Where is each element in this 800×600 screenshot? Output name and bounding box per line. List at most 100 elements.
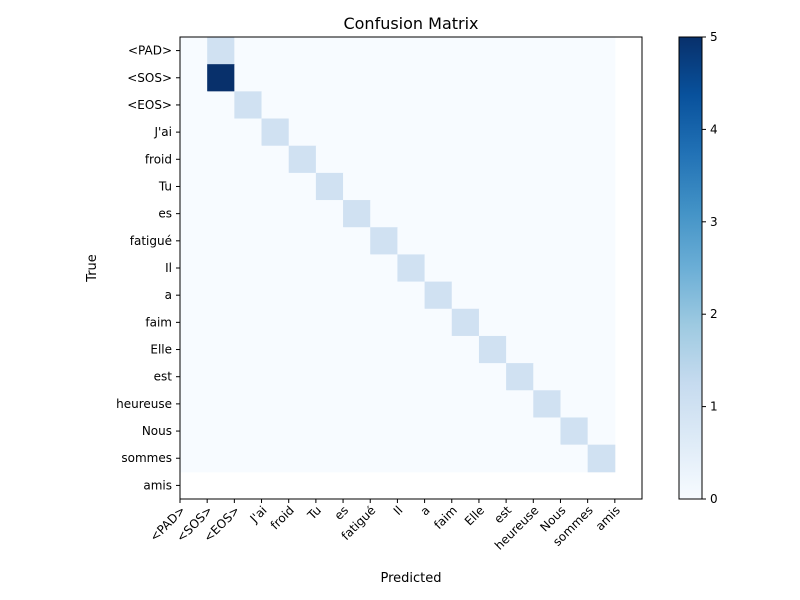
y-tick-label: Nous bbox=[142, 424, 172, 438]
heatmap-cell bbox=[478, 200, 507, 228]
heatmap-cell bbox=[451, 417, 480, 446]
heatmap-cell bbox=[451, 390, 480, 418]
heatmap-cell bbox=[587, 335, 616, 364]
heatmap-cell bbox=[506, 417, 534, 446]
heatmap-cell bbox=[180, 37, 208, 65]
heatmap-cell bbox=[180, 200, 208, 228]
heatmap-cell bbox=[451, 145, 480, 174]
heatmap-cell bbox=[180, 444, 208, 473]
heatmap-cell bbox=[207, 390, 235, 418]
heatmap-cell bbox=[451, 444, 480, 473]
heatmap-cell bbox=[451, 200, 480, 228]
heatmap-cell bbox=[370, 390, 398, 418]
y-tick-label: amis bbox=[143, 478, 172, 492]
heatmap-cell bbox=[261, 281, 290, 310]
heatmap-cell bbox=[533, 254, 561, 283]
heatmap-cell bbox=[560, 227, 589, 255]
heatmap-cell bbox=[533, 227, 561, 255]
heatmap-cell bbox=[506, 91, 534, 120]
heatmap-cell bbox=[261, 200, 290, 228]
colorbar-tick-label: 0 bbox=[710, 492, 718, 506]
heatmap-cell bbox=[506, 390, 534, 418]
y-tick-label: Il bbox=[165, 261, 172, 275]
heatmap-cell bbox=[397, 363, 426, 391]
heatmap-cell bbox=[451, 91, 480, 120]
heatmap-cell bbox=[451, 281, 480, 310]
heatmap-cell bbox=[370, 37, 398, 65]
heatmap-cell bbox=[478, 172, 507, 201]
heatmap-cell bbox=[587, 444, 616, 473]
heatmap-cell bbox=[207, 308, 235, 337]
heatmap-cell bbox=[424, 37, 453, 65]
heatmap-cell bbox=[478, 37, 507, 65]
heatmap-cell bbox=[288, 227, 317, 255]
heatmap-cell bbox=[560, 417, 589, 446]
heatmap-cell bbox=[315, 118, 344, 147]
heatmap-cell bbox=[207, 91, 235, 120]
heatmap-cell bbox=[560, 335, 589, 364]
y-tick-label: froid bbox=[145, 152, 172, 166]
heatmap-cell bbox=[315, 145, 344, 174]
heatmap-cell bbox=[343, 281, 371, 310]
heatmap-cell bbox=[370, 200, 398, 228]
heatmap-cell bbox=[207, 200, 235, 228]
heatmap-cell bbox=[315, 363, 344, 391]
y-tick-label: a bbox=[165, 288, 172, 302]
heatmap-cell bbox=[370, 118, 398, 147]
heatmap-cell bbox=[343, 227, 371, 255]
heatmap-cell bbox=[424, 444, 453, 473]
heatmap-cell bbox=[180, 227, 208, 255]
heatmap-cell bbox=[397, 390, 426, 418]
heatmap-cell bbox=[343, 200, 371, 228]
heatmap-cell bbox=[424, 172, 453, 201]
heatmap-cell bbox=[234, 91, 263, 120]
heatmap-cell bbox=[315, 37, 344, 65]
heatmap-cell bbox=[207, 281, 235, 310]
heatmap-cell bbox=[397, 254, 426, 283]
heatmap-cell bbox=[234, 254, 263, 283]
heatmap-cell bbox=[234, 335, 263, 364]
heatmap-cell bbox=[533, 64, 561, 92]
heatmap-cell bbox=[506, 37, 534, 65]
heatmap-cell bbox=[533, 390, 561, 418]
heatmap-cell bbox=[478, 363, 507, 391]
heatmap-cell bbox=[506, 363, 534, 391]
x-tick-label: a bbox=[418, 503, 433, 518]
heatmap-cell bbox=[397, 64, 426, 92]
x-tick-label: amis bbox=[593, 503, 623, 533]
heatmap-cell bbox=[451, 64, 480, 92]
heatmap-cell bbox=[207, 172, 235, 201]
heatmap-cell bbox=[207, 335, 235, 364]
heatmap-cell bbox=[180, 145, 208, 174]
heatmap-cell bbox=[451, 335, 480, 364]
heatmap-cell bbox=[587, 37, 616, 65]
heatmap-cell bbox=[261, 335, 290, 364]
heatmap-cell bbox=[533, 281, 561, 310]
heatmap-cell bbox=[478, 308, 507, 337]
heatmap-cell bbox=[506, 308, 534, 337]
heatmap-cell bbox=[397, 308, 426, 337]
heatmap-cell bbox=[180, 308, 208, 337]
heatmap-cell bbox=[397, 91, 426, 120]
heatmap-cell bbox=[533, 118, 561, 147]
heatmap-cell bbox=[234, 227, 263, 255]
heatmap-cell bbox=[180, 335, 208, 364]
heatmap-cell bbox=[478, 64, 507, 92]
heatmap-cell bbox=[506, 335, 534, 364]
heatmap-cell bbox=[506, 200, 534, 228]
heatmap-cell bbox=[315, 417, 344, 446]
heatmap-cell bbox=[424, 417, 453, 446]
y-tick-label: Elle bbox=[150, 343, 172, 357]
heatmap-cell bbox=[424, 91, 453, 120]
heatmap-cell bbox=[533, 91, 561, 120]
heatmap-cell bbox=[261, 417, 290, 446]
heatmap-cell bbox=[343, 363, 371, 391]
heatmap-cell bbox=[533, 145, 561, 174]
heatmap-cell bbox=[315, 254, 344, 283]
y-tick-label: faim bbox=[145, 315, 172, 329]
heatmap-cell bbox=[261, 91, 290, 120]
heatmap-cell bbox=[451, 308, 480, 337]
heatmap-cell bbox=[288, 390, 317, 418]
